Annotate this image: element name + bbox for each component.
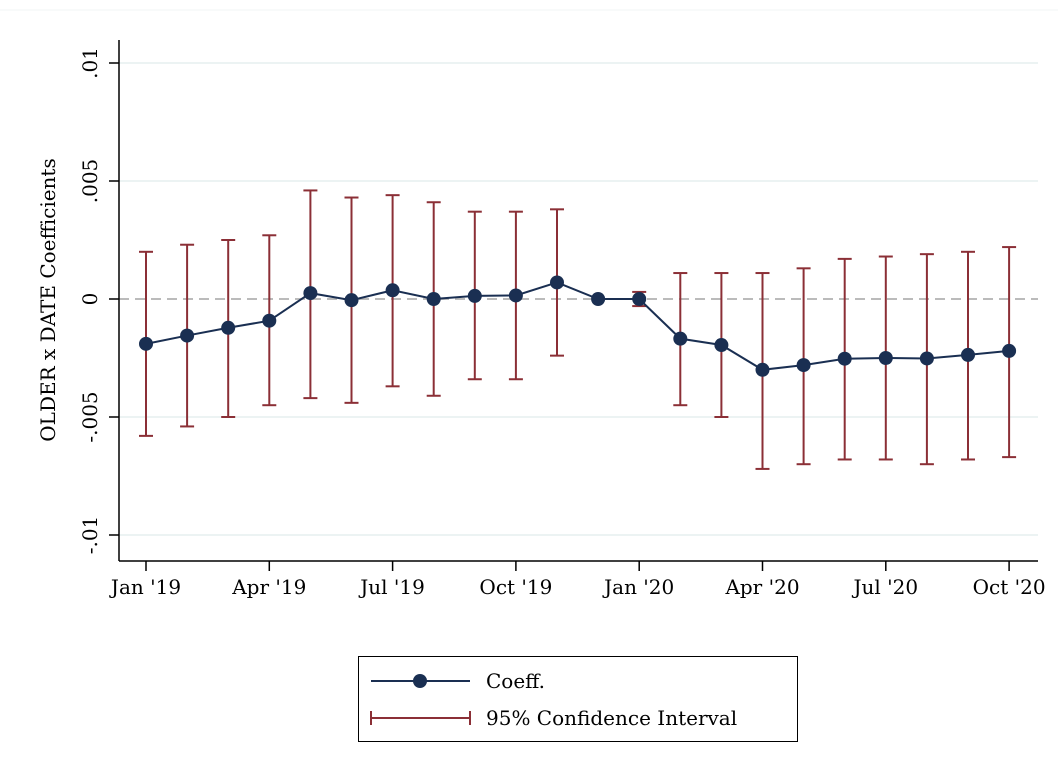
grid-lines [119,62,1038,536]
coeff-point [344,293,359,308]
legend-entry-ci: 95% Confidence Interval [370,706,737,730]
x-tick-label: Oct '19 [479,575,552,599]
coeff-point [1002,343,1017,358]
coeff-point [426,292,441,306]
coeff-point [878,351,893,365]
y-tick-label: 0 [78,293,102,306]
x-tick-label: Jan '19 [109,575,181,599]
legend-entry-coeff: Coeff. [371,669,545,693]
coefficient-series [139,275,1017,377]
coeff-point [508,288,523,303]
coeff-point [961,347,975,362]
coeff-line [145,281,1010,371]
axes: -.01 -.005 0 .005 .01 Jan '19 Apr '19 Jul '19 Oc… [78,40,1046,599]
x-tick-label: Jul '19 [358,575,425,599]
coeff-point [796,358,811,373]
y-tick-label: .005 [78,159,102,204]
coeff-point [673,331,688,346]
legend-marker-swatch [413,674,427,688]
coeff-point [632,292,647,306]
x-tick-label: Jan '20 [602,575,674,599]
coeff-point [714,338,729,353]
y-tick-label: -.005 [78,391,102,442]
coeff-point [837,351,852,366]
coeff-point [385,283,400,298]
coeff-point [303,286,318,301]
coeff-point [550,275,564,290]
x-tick-label: Oct '20 [973,575,1046,599]
coeff-point [139,336,153,351]
y-tick-label: -.01 [78,516,102,555]
coeff-point [919,351,934,366]
y-axis-title: OLDER x DATE Coefficients [36,158,60,441]
x-tick-label: Apr '20 [724,575,799,599]
x-tick-label: Apr '19 [231,575,306,599]
legend-box [358,656,798,742]
legend-label-coeff: Coeff. [486,669,545,693]
coeff-point [180,328,195,343]
coeff-point [755,362,770,377]
coeff-point [262,313,277,328]
x-tick-label: Jul '20 [851,575,918,599]
coeff-point [467,288,482,303]
y-tick-label: .01 [78,47,102,79]
legend-label-ci: 95% Confidence Interval [486,706,737,730]
legend: Coeff. 95% Confidence Interval [358,656,798,742]
coeff-point [591,292,606,306]
coeff-point [221,320,236,335]
